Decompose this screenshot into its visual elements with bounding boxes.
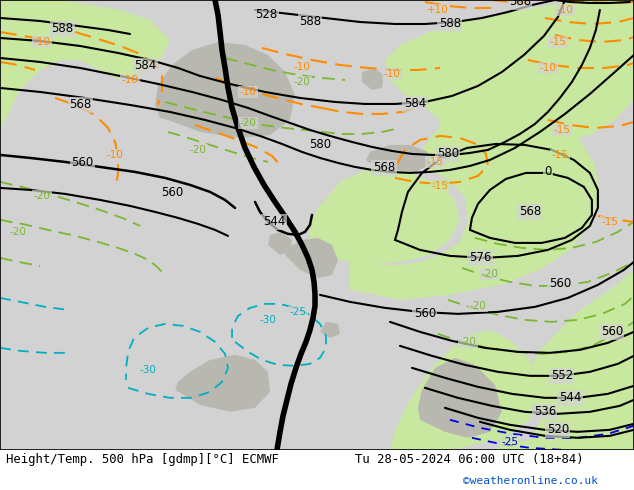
Text: -10: -10 xyxy=(294,62,311,72)
Text: -20: -20 xyxy=(240,118,257,128)
Text: 560: 560 xyxy=(161,186,183,199)
Text: -20: -20 xyxy=(34,191,51,201)
Text: Tu 28-05-2024 06:00 UTC (18+84): Tu 28-05-2024 06:00 UTC (18+84) xyxy=(355,453,584,466)
Text: -10: -10 xyxy=(557,5,573,15)
Text: 520: 520 xyxy=(547,423,569,436)
Text: 544: 544 xyxy=(559,392,581,404)
Text: -15: -15 xyxy=(427,157,443,167)
Text: 536: 536 xyxy=(534,405,556,418)
Text: 568: 568 xyxy=(373,161,395,174)
Text: -10: -10 xyxy=(34,37,51,47)
Text: -20: -20 xyxy=(190,145,207,155)
Polygon shape xyxy=(390,330,540,450)
Text: -15: -15 xyxy=(553,125,571,135)
Text: 552: 552 xyxy=(551,369,573,382)
Text: Height/Temp. 500 hPa [gdmp][°C] ECMWF: Height/Temp. 500 hPa [gdmp][°C] ECMWF xyxy=(6,453,279,466)
Text: ©weatheronline.co.uk: ©weatheronline.co.uk xyxy=(463,476,598,486)
Polygon shape xyxy=(600,350,634,450)
Text: 528: 528 xyxy=(255,8,277,22)
Text: -25: -25 xyxy=(290,307,306,317)
Text: -15: -15 xyxy=(550,37,566,47)
Text: -20: -20 xyxy=(470,301,486,311)
Text: -20: -20 xyxy=(10,227,27,237)
Polygon shape xyxy=(418,358,502,438)
Polygon shape xyxy=(366,145,430,172)
Text: 588: 588 xyxy=(509,0,531,8)
Text: 560: 560 xyxy=(71,156,93,170)
Polygon shape xyxy=(362,68,384,90)
Text: -20: -20 xyxy=(460,337,476,347)
Text: 584: 584 xyxy=(404,98,426,110)
Text: -15: -15 xyxy=(552,150,569,160)
Polygon shape xyxy=(320,102,600,300)
Text: -10: -10 xyxy=(122,75,138,85)
Text: -10: -10 xyxy=(240,87,257,97)
Text: 0: 0 xyxy=(544,166,552,178)
Text: -20: -20 xyxy=(481,269,498,279)
Text: -10: -10 xyxy=(384,69,401,79)
Polygon shape xyxy=(385,0,634,145)
Text: -10: -10 xyxy=(107,150,124,160)
Polygon shape xyxy=(175,355,270,412)
Polygon shape xyxy=(268,232,292,255)
Text: 584: 584 xyxy=(134,59,156,73)
Polygon shape xyxy=(320,322,340,338)
Text: -30: -30 xyxy=(139,365,157,375)
Text: 588: 588 xyxy=(299,16,321,28)
Text: 580: 580 xyxy=(437,147,459,160)
Text: 580: 580 xyxy=(309,139,331,151)
Text: 560: 560 xyxy=(549,277,571,291)
Text: 588: 588 xyxy=(439,18,461,30)
Text: 560: 560 xyxy=(601,325,623,339)
Text: -30: -30 xyxy=(259,315,276,325)
Text: -10: -10 xyxy=(540,63,557,73)
Text: +10: +10 xyxy=(427,5,449,15)
Text: 544: 544 xyxy=(263,216,285,228)
Polygon shape xyxy=(285,238,338,278)
Polygon shape xyxy=(0,0,170,150)
Polygon shape xyxy=(310,172,460,265)
Text: -15: -15 xyxy=(432,181,448,191)
Text: 568: 568 xyxy=(519,205,541,219)
Polygon shape xyxy=(490,270,634,450)
Text: 560: 560 xyxy=(414,307,436,320)
Polygon shape xyxy=(155,42,295,138)
Text: -25: -25 xyxy=(501,437,519,447)
Text: -15: -15 xyxy=(602,217,618,227)
Text: -20: -20 xyxy=(294,77,311,87)
Text: 588: 588 xyxy=(51,23,73,35)
Text: 576: 576 xyxy=(469,251,491,265)
Polygon shape xyxy=(0,0,634,450)
Text: 568: 568 xyxy=(69,98,91,111)
